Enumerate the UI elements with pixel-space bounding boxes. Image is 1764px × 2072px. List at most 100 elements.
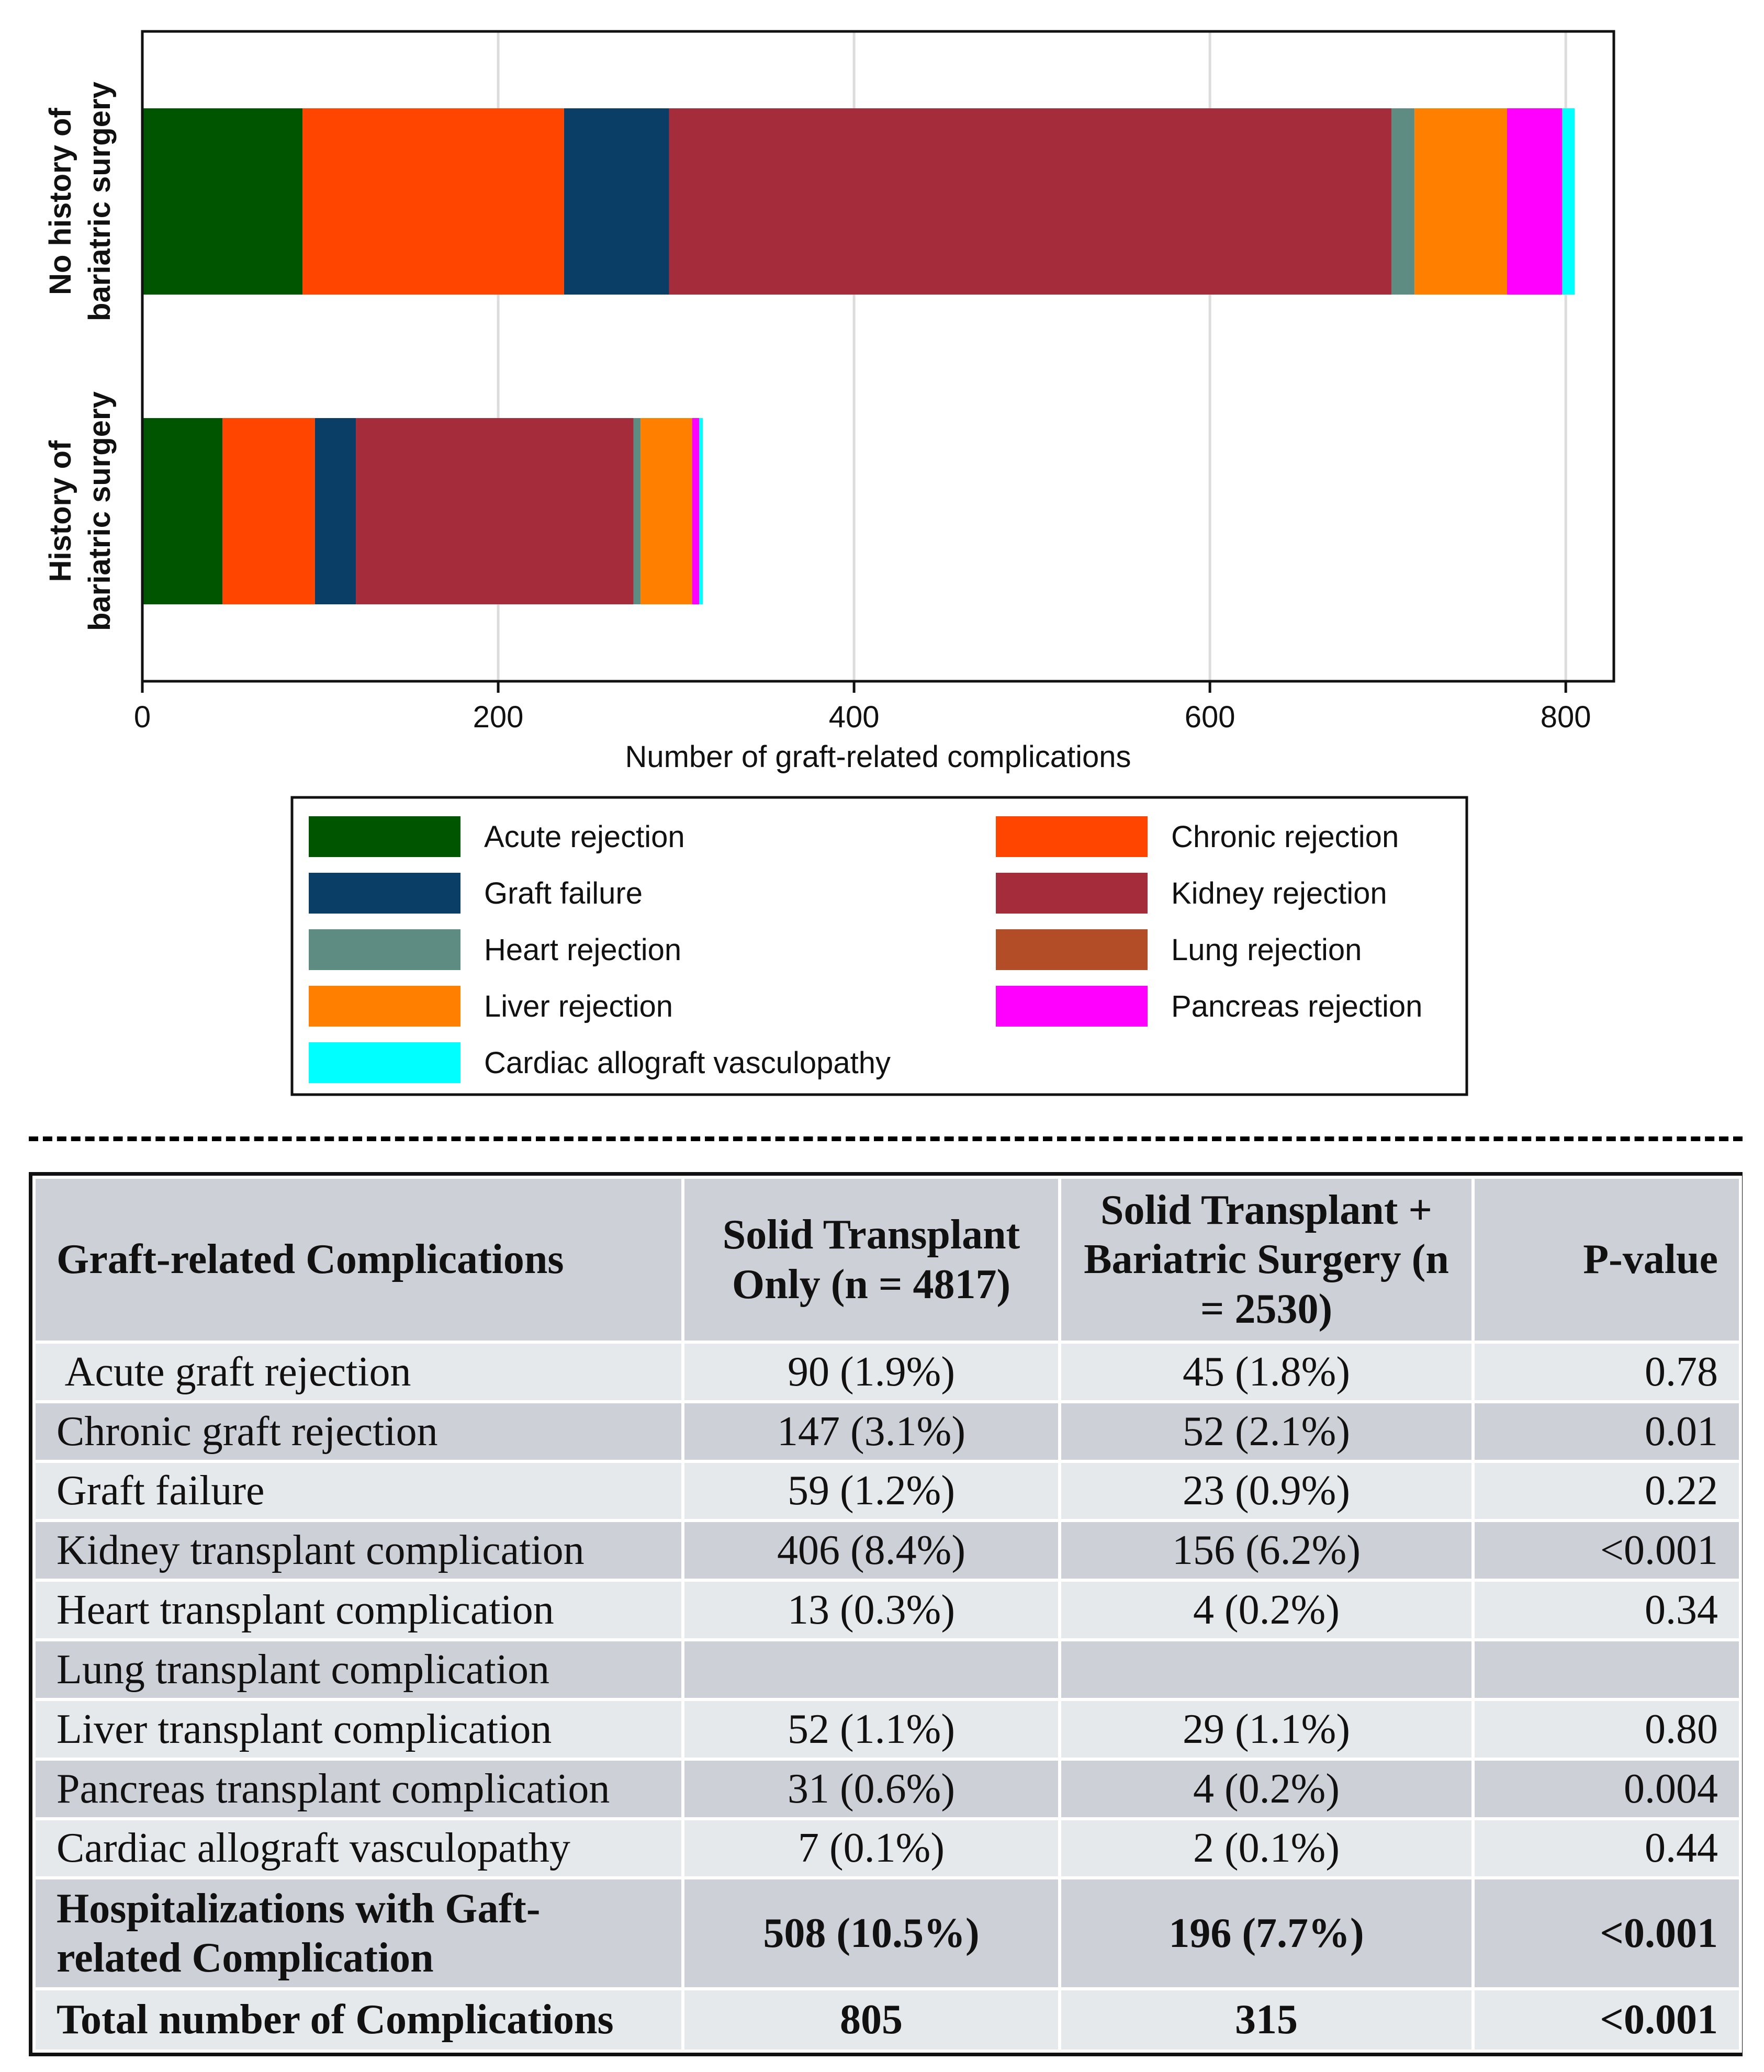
- cell-p-value: 0.78: [1471, 1341, 1742, 1403]
- table-row: Liver transplant complication 52 (1.1%) 29…: [32, 1697, 1742, 1761]
- cell-transplant-only: 52 (1.1%): [681, 1697, 1061, 1761]
- bar-segment: [314, 418, 356, 604]
- dashed-divider: [29, 1136, 1743, 1141]
- table-row: Acute graft rejection 90 (1.9%) 45 (1.8%) 0…: [32, 1341, 1742, 1403]
- cell-transplant-only: 90 (1.9%): [681, 1341, 1061, 1403]
- legend: [290, 796, 1468, 1096]
- cell-p-value: 0.34: [1471, 1579, 1742, 1642]
- row-label: Liver transplant complication: [32, 1697, 684, 1761]
- cell-transplant-bariatric: 2 (0.1%): [1058, 1817, 1475, 1880]
- table-row: Pancreas transplant complication 31 (0.6%…: [32, 1757, 1742, 1820]
- cell-transplant-only: 147 (3.1%): [681, 1400, 1061, 1463]
- table-row: Lung transplant complication: [32, 1638, 1742, 1701]
- legend-swatch: [309, 929, 460, 970]
- row-label: Pancreas transplant complication: [32, 1757, 684, 1820]
- bar-segment: [669, 108, 1391, 295]
- legend-label: Graft failure: [484, 876, 643, 910]
- cell-transplant-bariatric: 4 (0.2%): [1058, 1579, 1475, 1642]
- cell-p-value: <0.001: [1471, 1987, 1742, 2053]
- y-category-label-line: History of: [43, 440, 77, 582]
- cell-transplant-bariatric: 196 (7.7%): [1058, 1876, 1475, 1990]
- cell-transplant-only: 7 (0.1%): [681, 1817, 1061, 1880]
- cell-transplant-only: 508 (10.5%): [681, 1876, 1061, 1990]
- header-transplant-bariatric: Solid Transplant + Bariatric Surgery (n …: [1058, 1176, 1475, 1344]
- cell-transplant-only: 31 (0.6%): [681, 1757, 1061, 1820]
- cell-p-value: [1471, 1638, 1742, 1701]
- bar-segment: [633, 418, 641, 604]
- row-label: Cardiac allograft vasculopathy: [32, 1817, 684, 1880]
- cell-transplant-bariatric: [1058, 1638, 1475, 1701]
- bar-segment: [222, 418, 315, 604]
- bar-segments: [142, 108, 1575, 604]
- bar-segment: [1391, 108, 1415, 295]
- table-row: Heart transplant complication 13 (0.3%) 4 …: [32, 1579, 1742, 1642]
- legend-label: Acute rejection: [484, 820, 685, 854]
- cell-transplant-bariatric: 23 (0.9%): [1058, 1459, 1475, 1523]
- header-transplant-only: Solid Transplant Only (n = 4817): [681, 1176, 1061, 1344]
- legend-label: Cardiac allograft vasculopathy: [484, 1046, 891, 1080]
- bar-segment: [641, 418, 692, 604]
- legend-entries: Acute rejection Chronic rejection Graft fa…: [309, 816, 1422, 1083]
- legend-swatch: [309, 1042, 460, 1083]
- row-label: Total number of Complications: [32, 1987, 684, 2053]
- bar-segment: [564, 108, 669, 295]
- legend-label: Lung rejection: [1171, 933, 1362, 967]
- legend-swatch: [996, 929, 1148, 970]
- bar-segment: [692, 418, 700, 604]
- cell-transplant-bariatric: 52 (2.1%): [1058, 1400, 1475, 1463]
- x-tick-label: 0: [134, 700, 151, 734]
- x-axis: 0 200 400 600 800: [134, 681, 1591, 734]
- legend-swatch: [996, 816, 1148, 857]
- header-p-value: P-value: [1471, 1176, 1742, 1344]
- y-category-label-line: bariatric surgery: [83, 391, 117, 631]
- cell-p-value: <0.001: [1471, 1519, 1742, 1582]
- header-complications: Graft-related Complications: [32, 1176, 684, 1344]
- x-tick-label: 800: [1541, 700, 1591, 734]
- complications-table: Graft-related Complications Solid Transp…: [29, 1172, 1743, 2056]
- table-row: Graft failure 59 (1.2%) 23 (0.9%) 0.22: [32, 1459, 1742, 1523]
- x-tick-label: 400: [829, 700, 880, 734]
- cell-transplant-only: [681, 1638, 1061, 1701]
- cell-transplant-only: 59 (1.2%): [681, 1459, 1061, 1523]
- cell-transplant-only: 406 (8.4%): [681, 1519, 1061, 1582]
- legend-label: Heart rejection: [484, 933, 681, 967]
- legend-label: Liver rejection: [484, 989, 673, 1023]
- bar-segment: [142, 418, 223, 604]
- bar-segment: [1507, 108, 1563, 295]
- y-category-label-line: bariatric surgery: [83, 82, 117, 321]
- legend-swatch: [309, 986, 460, 1027]
- cell-p-value: 0.01: [1471, 1400, 1742, 1463]
- row-label: Heart transplant complication: [32, 1579, 684, 1642]
- legend-swatch: [309, 816, 460, 857]
- legend-label: Kidney rejection: [1171, 876, 1387, 910]
- table-row: Kidney transplant complication 406 (8.4%)…: [32, 1519, 1742, 1582]
- legend-label: Chronic rejection: [1171, 820, 1399, 854]
- cell-transplant-only: 805: [681, 1987, 1061, 2053]
- y-category-label-line: No history of: [43, 107, 77, 295]
- cell-transplant-bariatric: 45 (1.8%): [1058, 1341, 1475, 1403]
- table-row: Cardiac allograft vasculopathy 7 (0.1%) 2 …: [32, 1817, 1742, 1880]
- cell-transplant-bariatric: 4 (0.2%): [1058, 1757, 1475, 1820]
- cell-transplant-bariatric: 315: [1058, 1987, 1475, 2053]
- x-axis-title: Number of graft-related complications: [625, 740, 1131, 774]
- y-category-label: History of bariatric surgery: [43, 391, 117, 631]
- bar-segment: [699, 418, 703, 604]
- x-tick-label: 600: [1185, 700, 1235, 734]
- cell-transplant-only: 13 (0.3%): [681, 1579, 1061, 1642]
- legend-label: Pancreas rejection: [1171, 989, 1422, 1023]
- row-label: Hospitalizations with Gaft-related Compl…: [32, 1876, 684, 1990]
- cell-p-value: 0.22: [1471, 1459, 1742, 1523]
- cell-transplant-bariatric: 29 (1.1%): [1058, 1697, 1475, 1761]
- bar-segment: [302, 108, 564, 295]
- legend-swatch: [996, 873, 1148, 914]
- cell-p-value: 0.004: [1471, 1757, 1742, 1820]
- row-label: Chronic graft rejection: [32, 1400, 684, 1463]
- row-label: Graft failure: [32, 1459, 684, 1523]
- x-tick-label: 200: [473, 700, 524, 734]
- cell-p-value: 0.80: [1471, 1697, 1742, 1761]
- summary-row: Hospitalizations with Gaft-related Compl…: [32, 1876, 1742, 1990]
- cell-p-value: 0.44: [1471, 1817, 1742, 1880]
- bar-segment: [142, 108, 303, 295]
- bar-segment: [1562, 108, 1575, 295]
